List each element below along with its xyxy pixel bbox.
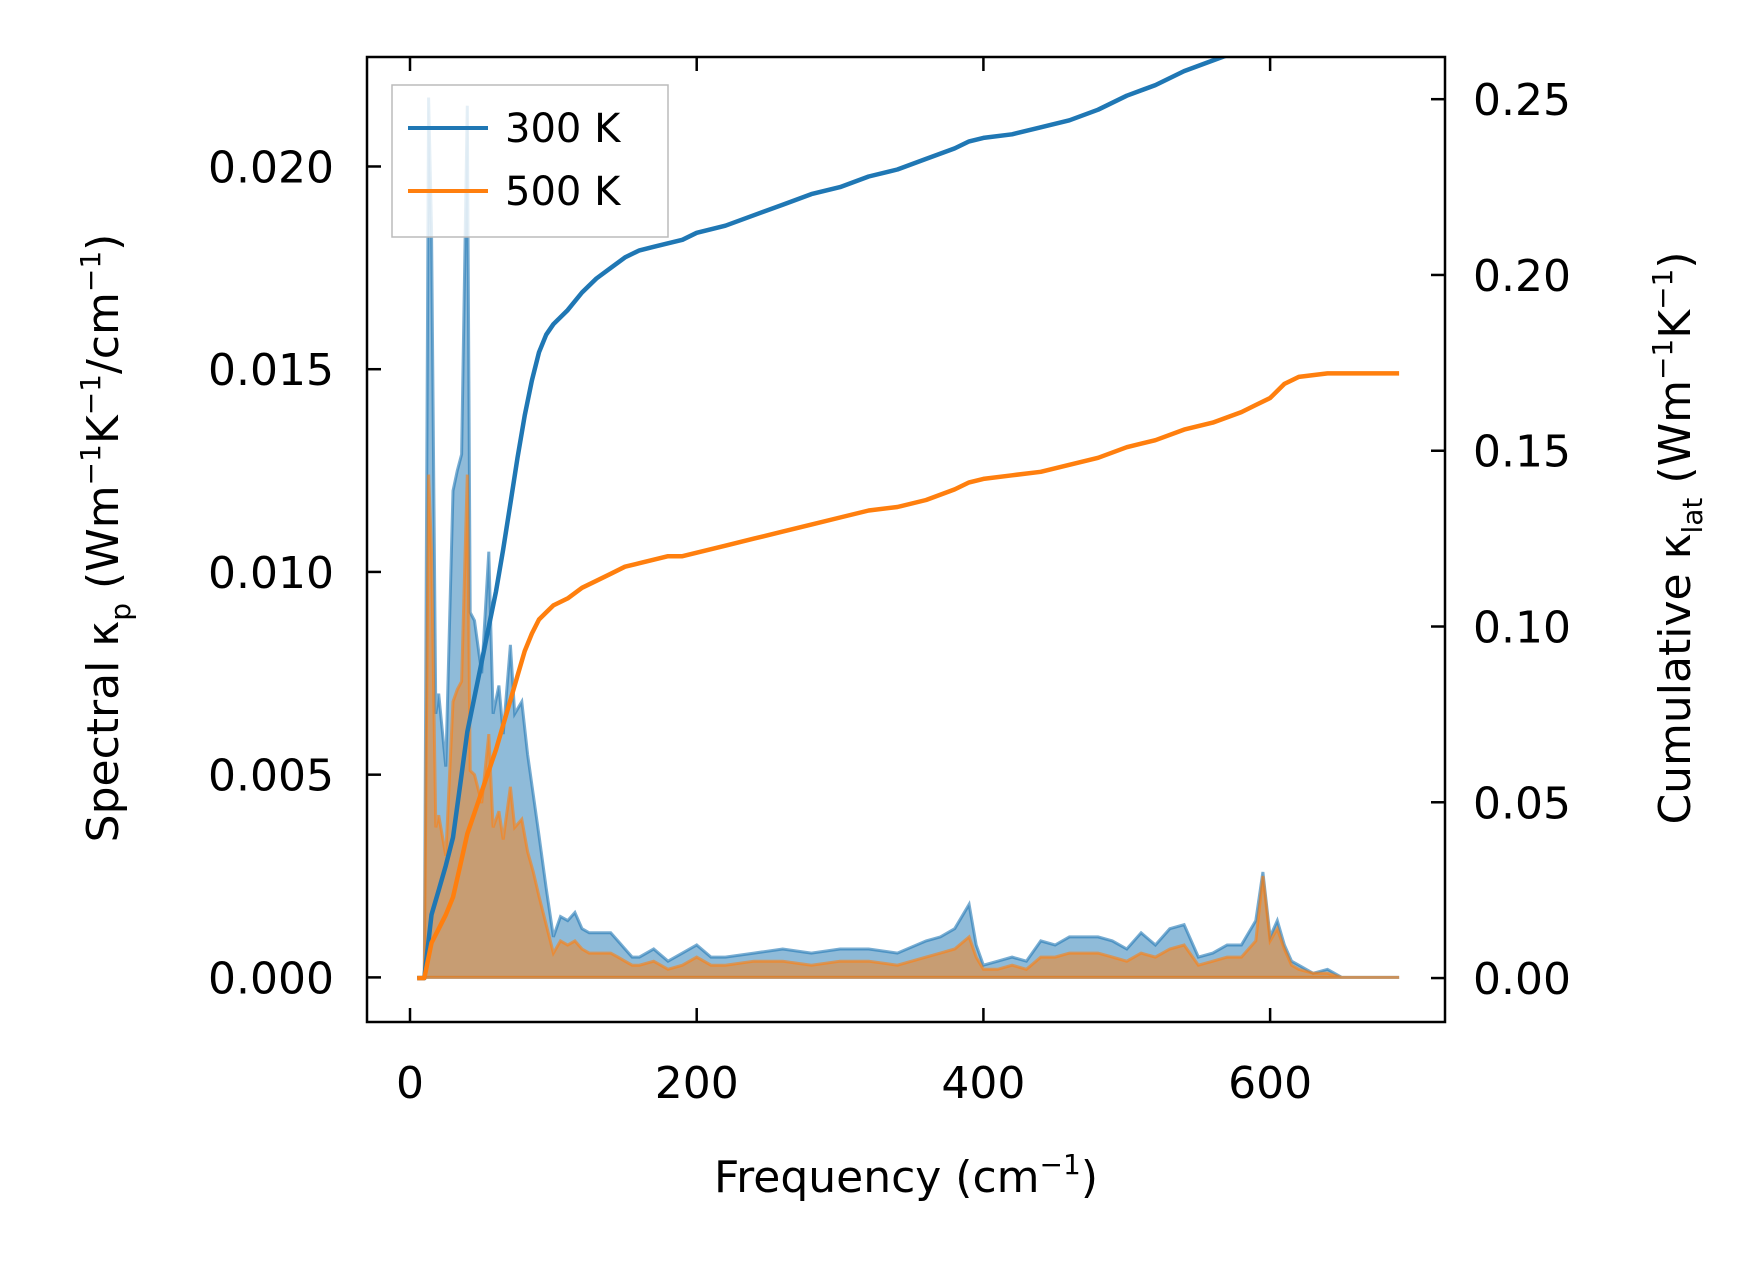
spectral-area-500k xyxy=(417,474,1400,979)
left-y-tick-label: 0.015 xyxy=(208,345,334,396)
cumulative-line-300k xyxy=(417,57,1229,981)
x-tick-label: 400 xyxy=(941,1058,1025,1109)
legend-label-300k: 300 K xyxy=(505,106,622,152)
left-y-tick-label: 0.000 xyxy=(208,953,334,1004)
cumulative-line-500k xyxy=(417,371,1400,981)
right-y-tick-label: 0.00 xyxy=(1473,954,1571,1005)
plot-area xyxy=(417,57,1400,981)
legend-label-500k: 500 K xyxy=(505,169,622,215)
legend: 300 K 500 K xyxy=(391,84,669,238)
right-y-axis-label: Cumulative κlat (Wm−1K−1) xyxy=(1646,251,1709,824)
axes: 0 200 400 600 0.000 0.005 0.010 0.015 0.020 0.00 0… xyxy=(208,57,1571,1109)
left-y-tick-label: 0.010 xyxy=(208,548,334,599)
x-tick-label: 600 xyxy=(1228,1058,1312,1109)
left-y-axis-label: Spectral κp (Wm−1K−1/cm−1) xyxy=(74,234,137,843)
x-tick-label: 200 xyxy=(655,1058,739,1109)
x-axis-label: Frequency (cm−1) xyxy=(714,1148,1098,1203)
right-y-tick-label: 0.05 xyxy=(1473,778,1571,829)
right-y-tick-label: 0.10 xyxy=(1473,603,1571,654)
right-y-tick-label: 0.25 xyxy=(1473,75,1571,126)
plot-frame xyxy=(365,55,1447,1024)
x-tick-label: 0 xyxy=(396,1058,424,1109)
right-y-tick-label: 0.20 xyxy=(1473,251,1571,302)
left-y-tick-label: 0.020 xyxy=(208,142,334,193)
right-y-tick-label: 0.15 xyxy=(1473,427,1571,478)
legend-box xyxy=(391,84,669,238)
left-y-tick-label: 0.005 xyxy=(208,751,334,802)
